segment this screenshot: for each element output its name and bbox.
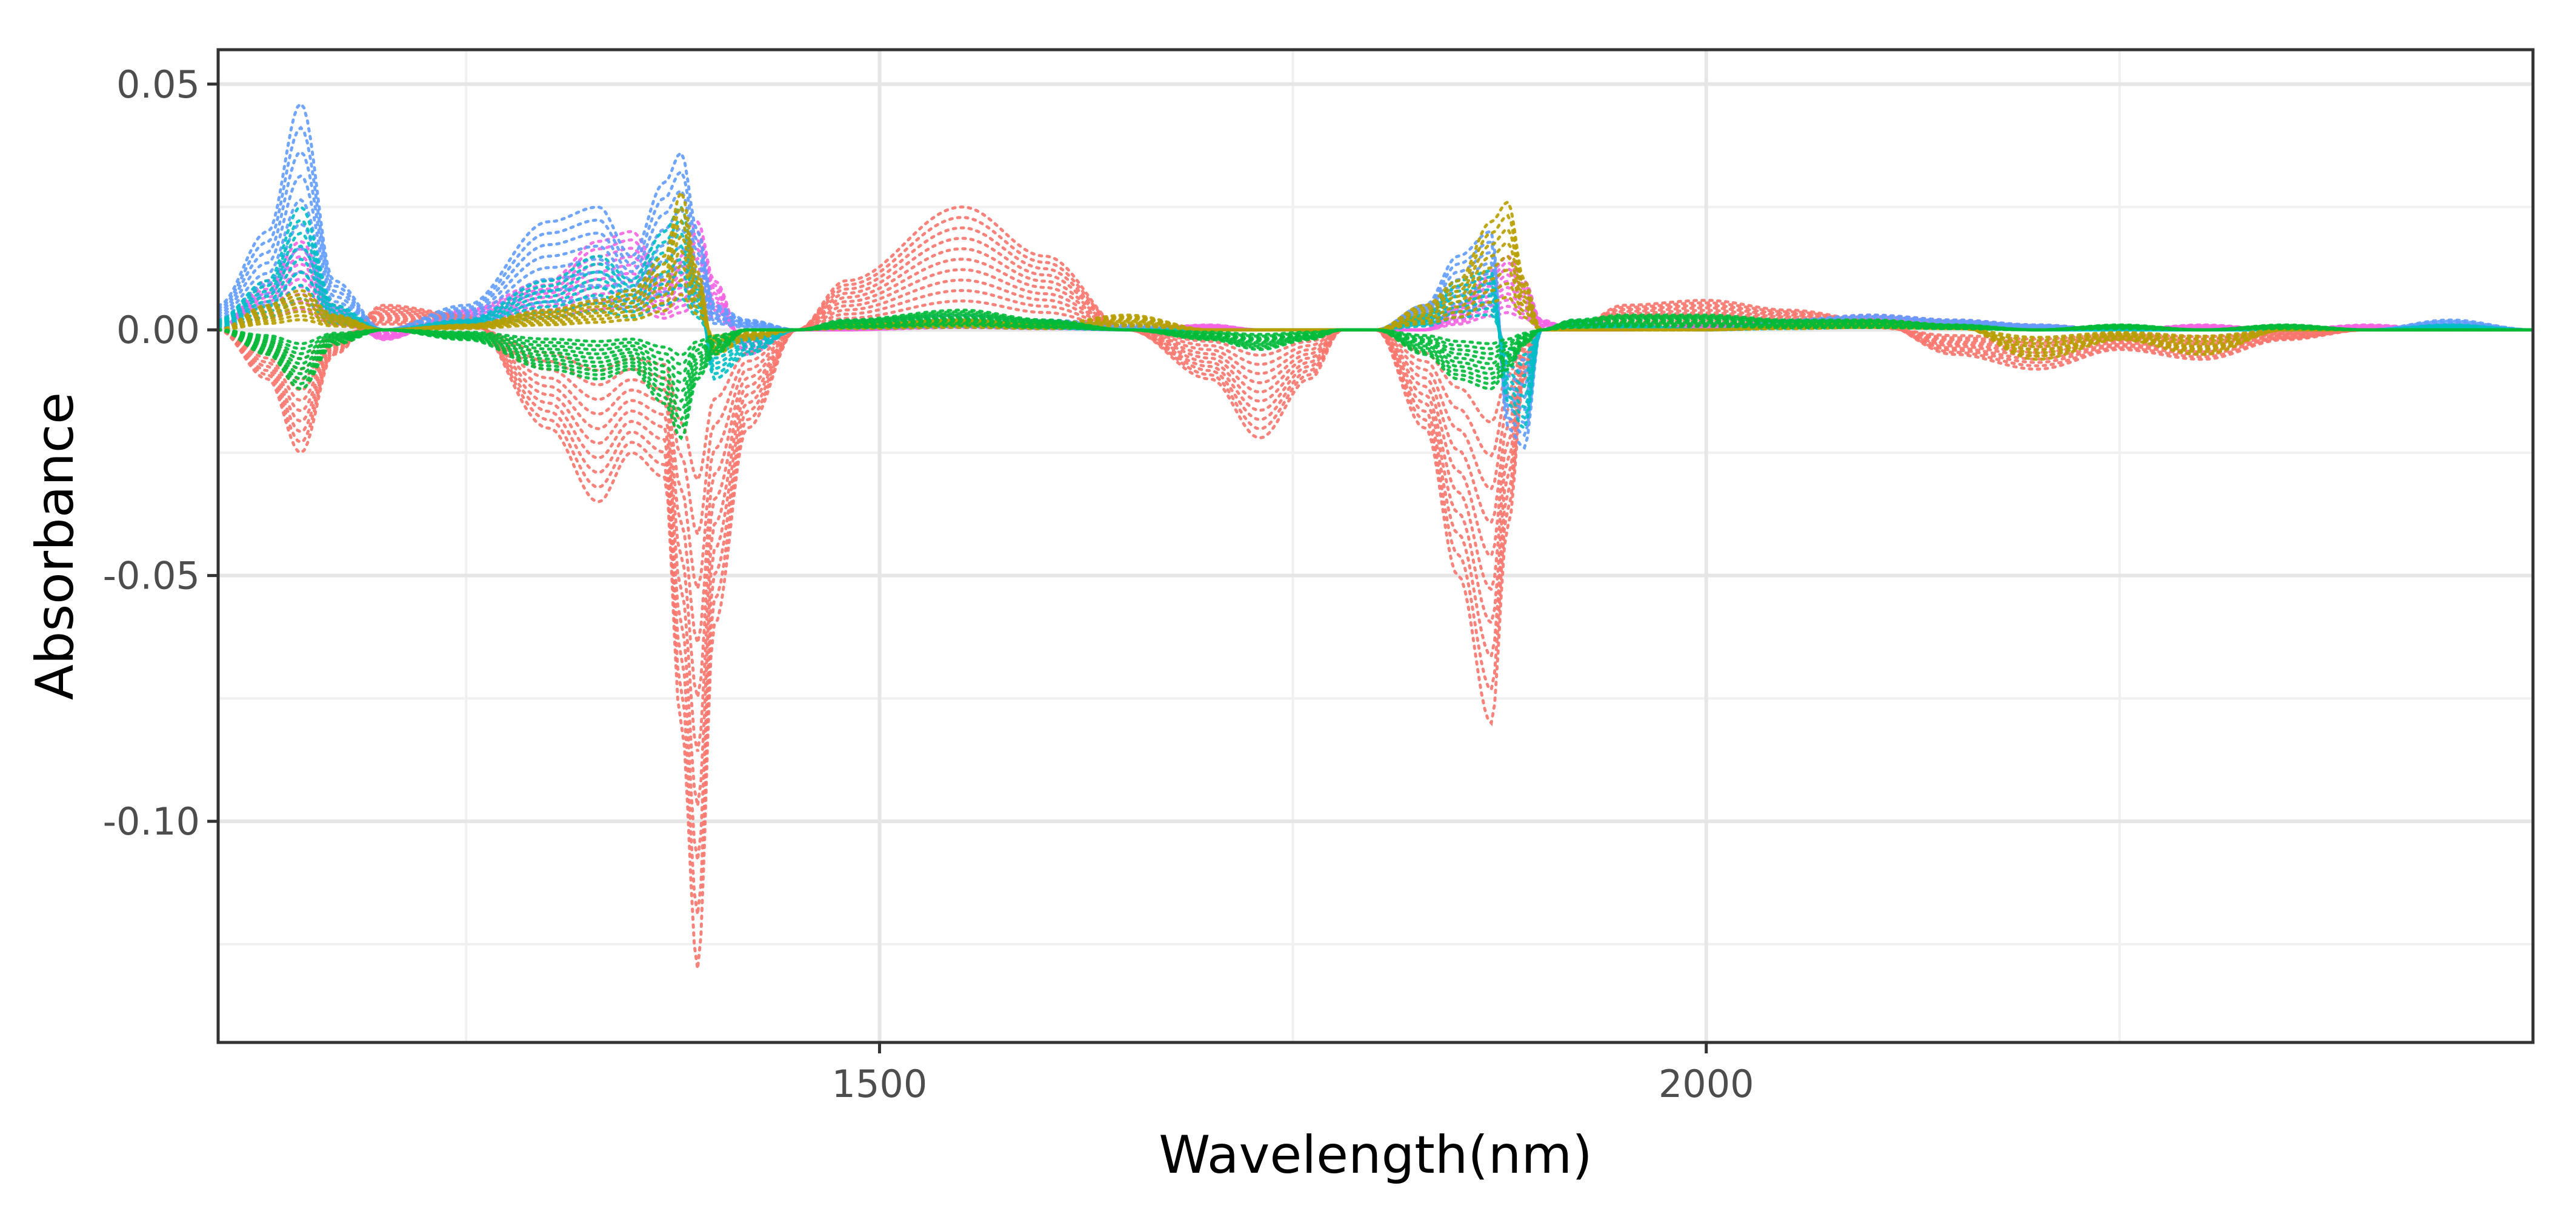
data-points [216,101,2535,969]
spectrum-line [216,188,2535,361]
series-hot-pink-group [216,205,2535,969]
axes: 1500 2000 0.05 0.00 -0.05 -0.10 [103,62,1754,1106]
y-tick-label: -0.10 [103,799,200,844]
x-axis-title: Wavelength(nm) [1159,1125,1593,1185]
spectrum-line [216,205,2535,969]
spectrum-line [216,238,2535,352]
x-tick-label: 2000 [1659,1062,1754,1106]
y-tick-label: 0.00 [116,308,200,352]
spectrum-line [216,226,2535,861]
y-axis-title: Absorbance [25,392,85,700]
spectrum-line [216,218,2535,355]
x-tick-label: 1500 [832,1062,928,1106]
spectrum-line [216,244,2535,399]
spectrum-line [216,308,2535,441]
grid-lines [218,50,2533,1042]
spectrum-line [216,256,2535,348]
spectrum-line [216,231,2535,410]
spectrum-line [216,216,2535,915]
plot-panel-border [216,48,2535,1044]
y-tick-label: -0.05 [103,554,200,598]
spectrum-line [216,257,2535,388]
spectrum-line [216,265,2535,346]
spectrum-line [216,204,2535,358]
series-green-group [216,308,2535,441]
y-tick-label: 0.05 [116,62,200,107]
